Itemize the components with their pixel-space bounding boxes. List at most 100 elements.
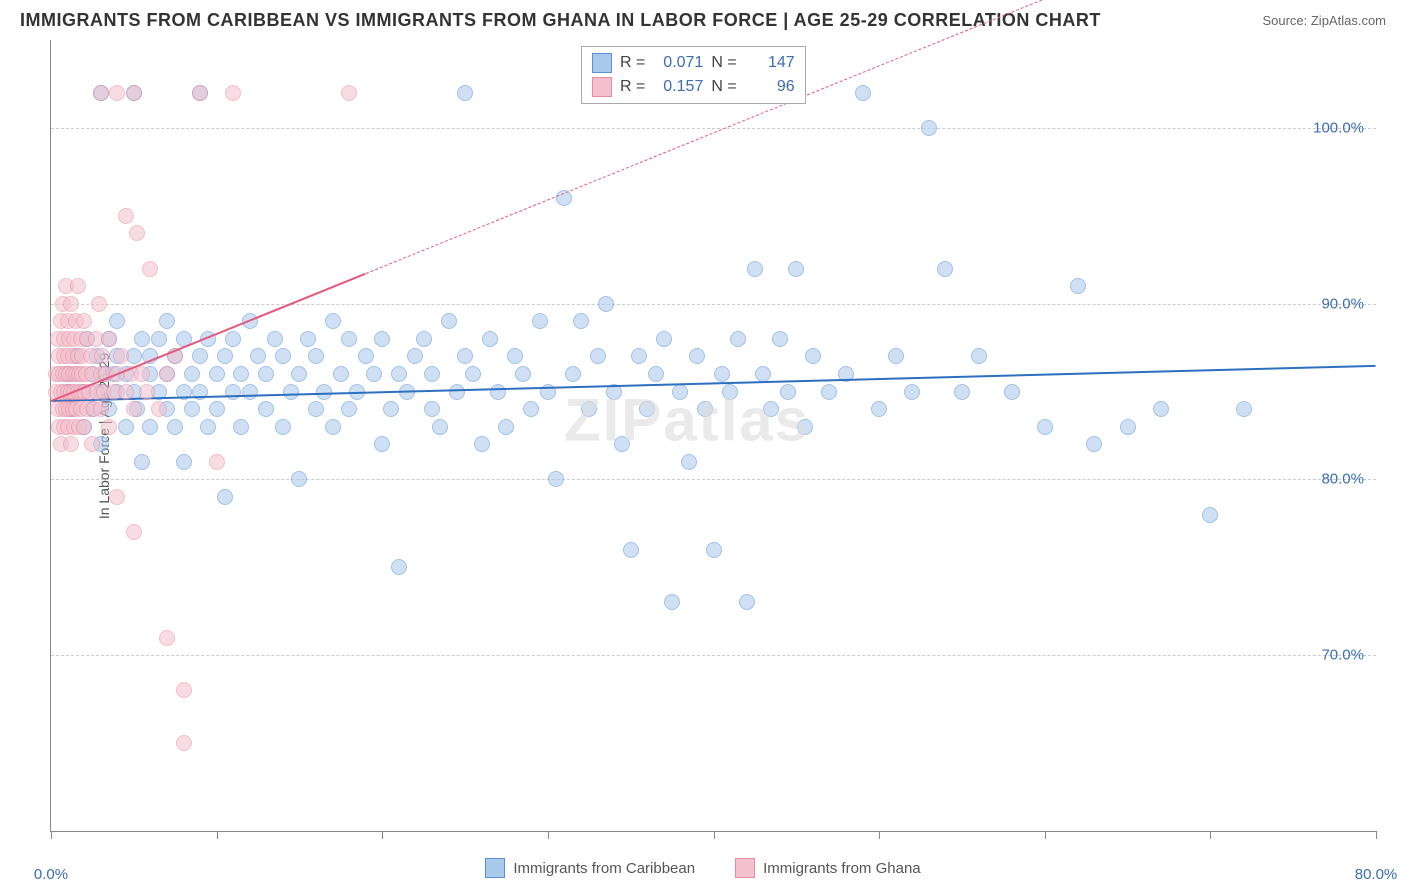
x-tick xyxy=(1210,831,1211,839)
scatter-point xyxy=(118,384,134,400)
scatter-point xyxy=(441,313,457,329)
scatter-point xyxy=(424,366,440,382)
scatter-point xyxy=(225,85,241,101)
scatter-point xyxy=(291,366,307,382)
stat-r-ghana: 0.157 xyxy=(653,78,703,96)
scatter-point xyxy=(706,542,722,558)
scatter-point xyxy=(954,384,970,400)
scatter-point xyxy=(225,331,241,347)
scatter-point xyxy=(341,401,357,417)
scatter-point xyxy=(598,296,614,312)
scatter-point xyxy=(1120,419,1136,435)
scatter-point xyxy=(581,401,597,417)
scatter-point xyxy=(590,348,606,364)
scatter-point xyxy=(722,384,738,400)
scatter-point xyxy=(142,419,158,435)
scatter-point xyxy=(432,419,448,435)
swatch-ghana-icon xyxy=(735,858,755,878)
scatter-point xyxy=(1202,507,1218,523)
stat-r-caribbean: 0.071 xyxy=(653,54,703,72)
y-tick-label: 90.0% xyxy=(1321,295,1364,312)
scatter-point xyxy=(341,331,357,347)
scatter-point xyxy=(134,454,150,470)
scatter-point xyxy=(300,331,316,347)
scatter-point xyxy=(333,366,349,382)
scatter-point xyxy=(192,348,208,364)
scatter-point xyxy=(532,313,548,329)
scatter-point xyxy=(391,559,407,575)
scatter-point xyxy=(358,348,374,364)
scatter-point xyxy=(63,296,79,312)
x-tick xyxy=(1045,831,1046,839)
legend-item-caribbean: Immigrants from Caribbean xyxy=(485,858,695,878)
swatch-caribbean-icon xyxy=(485,858,505,878)
source-attribution: Source: ZipAtlas.com xyxy=(1262,13,1386,28)
scatter-point xyxy=(763,401,779,417)
scatter-point xyxy=(91,296,107,312)
scatter-point xyxy=(498,419,514,435)
scatter-point xyxy=(714,366,730,382)
scatter-point xyxy=(1086,436,1102,452)
stat-label-r: R = xyxy=(620,78,645,96)
scatter-point xyxy=(821,384,837,400)
scatter-point xyxy=(126,401,142,417)
stats-row-caribbean: R = 0.071 N = 147 xyxy=(592,51,795,75)
gridline-h xyxy=(51,655,1376,656)
stat-n-ghana: 96 xyxy=(745,78,795,96)
scatter-point xyxy=(1236,401,1252,417)
scatter-point xyxy=(118,208,134,224)
scatter-point xyxy=(275,419,291,435)
scatter-point xyxy=(151,331,167,347)
correlation-stats-box: R = 0.071 N = 147 R = 0.157 N = 96 xyxy=(581,46,806,104)
scatter-point xyxy=(1037,419,1053,435)
scatter-point xyxy=(159,313,175,329)
scatter-point xyxy=(614,436,630,452)
stats-row-ghana: R = 0.157 N = 96 xyxy=(592,75,795,99)
stat-n-caribbean: 147 xyxy=(745,54,795,72)
scatter-point xyxy=(94,348,110,364)
scatter-point xyxy=(184,401,200,417)
trendline-extrapolated xyxy=(365,0,1376,274)
legend-label-caribbean: Immigrants from Caribbean xyxy=(513,860,695,877)
plot-area: 70.0%80.0%90.0%100.0%0.0%80.0% xyxy=(51,40,1376,831)
scatter-point xyxy=(548,471,564,487)
scatter-point xyxy=(755,366,771,382)
y-tick-label: 70.0% xyxy=(1321,647,1364,664)
scatter-point xyxy=(391,366,407,382)
scatter-point xyxy=(772,331,788,347)
scatter-point xyxy=(134,331,150,347)
scatter-point xyxy=(129,225,145,241)
scatter-point xyxy=(797,419,813,435)
scatter-point xyxy=(681,454,697,470)
scatter-point xyxy=(474,436,490,452)
scatter-point xyxy=(904,384,920,400)
x-tick xyxy=(879,831,880,839)
scatter-point xyxy=(233,366,249,382)
scatter-point xyxy=(151,401,167,417)
scatter-point xyxy=(134,366,150,382)
scatter-point xyxy=(76,419,92,435)
scatter-point xyxy=(449,384,465,400)
bottom-legend: Immigrants from Caribbean Immigrants fro… xyxy=(0,858,1406,878)
scatter-point xyxy=(457,348,473,364)
scatter-point xyxy=(184,366,200,382)
scatter-point xyxy=(139,384,155,400)
legend-label-ghana: Immigrants from Ghana xyxy=(763,860,921,877)
scatter-point xyxy=(93,401,109,417)
stat-label-n: N = xyxy=(711,78,736,96)
stat-label-r: R = xyxy=(620,54,645,72)
scatter-point xyxy=(573,313,589,329)
scatter-point xyxy=(689,348,705,364)
scatter-point xyxy=(258,366,274,382)
scatter-point xyxy=(639,401,655,417)
scatter-point xyxy=(308,401,324,417)
scatter-point xyxy=(109,489,125,505)
scatter-point xyxy=(805,348,821,364)
gridline-h xyxy=(51,304,1376,305)
x-tick xyxy=(714,831,715,839)
scatter-point xyxy=(623,542,639,558)
y-tick-label: 100.0% xyxy=(1313,119,1364,136)
scatter-point xyxy=(167,419,183,435)
scatter-point xyxy=(63,436,79,452)
scatter-point xyxy=(325,313,341,329)
